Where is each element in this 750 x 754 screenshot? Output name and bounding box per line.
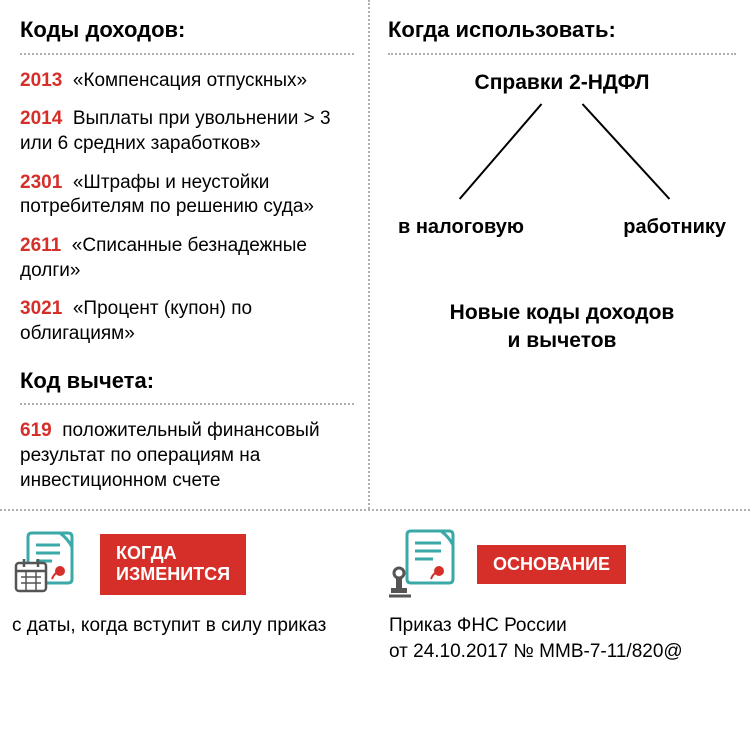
divider bbox=[388, 53, 736, 55]
divider bbox=[20, 53, 354, 55]
basis-line1: Приказ ФНС России bbox=[389, 615, 567, 636]
bottom-region: КОГДА ИЗМЕНИТСЯ с даты, когда вступит в … bbox=[0, 511, 750, 684]
code-item: 2611 «Списанные безнадежные долги» bbox=[20, 234, 354, 283]
code-number: 2013 bbox=[20, 70, 62, 91]
usage-diagram: Справки 2-НДФЛ в налоговую работнику bbox=[388, 69, 736, 269]
code-number: 3021 bbox=[20, 298, 62, 319]
code-number: 2301 bbox=[20, 172, 62, 193]
badge-line1: КОГДА bbox=[116, 543, 177, 563]
code-item: 2014 Выплаты при увольнении > 3 или 6 ср… bbox=[20, 107, 354, 156]
code-number: 619 bbox=[20, 420, 52, 441]
code-description: «Списанные безнадежные долги» bbox=[20, 235, 307, 281]
document-stamp-icon bbox=[389, 529, 467, 599]
red-badge: КОГДА ИЗМЕНИТСЯ bbox=[100, 534, 246, 595]
right-column: Когда использовать: Справки 2-НДФЛ в нал… bbox=[370, 0, 750, 509]
deduction-item: 619 положительный финансовый результат п… bbox=[20, 419, 354, 493]
code-item: 3021 «Процент (купон) по облигациям» bbox=[20, 297, 354, 346]
income-codes-title: Коды доходов: bbox=[20, 16, 354, 45]
block-header: ОСНОВАНИЕ bbox=[389, 529, 738, 599]
diagram-branches-icon bbox=[388, 99, 736, 209]
caption-line1: Новые коды доходов bbox=[450, 301, 675, 324]
code-description: «Компенсация отпускных» bbox=[73, 70, 307, 91]
when-changes-text: с даты, когда вступит в силу приказ bbox=[12, 613, 361, 639]
page-root: Коды доходов: 2013 «Компенсация отпускны… bbox=[0, 0, 750, 685]
badge-line2: ИЗМЕНИТСЯ bbox=[116, 564, 230, 584]
top-region: Коды доходов: 2013 «Компенсация отпускны… bbox=[0, 0, 750, 511]
left-column: Коды доходов: 2013 «Компенсация отпускны… bbox=[0, 0, 370, 509]
diagram-caption: Новые коды доходов и вычетов bbox=[388, 299, 736, 356]
divider bbox=[20, 403, 354, 405]
code-number: 2611 bbox=[20, 235, 61, 256]
code-number: 2014 bbox=[20, 108, 62, 129]
caption-line2: и вычетов bbox=[508, 329, 617, 352]
badge-label: ОСНОВАНИЕ bbox=[493, 554, 610, 574]
diagram-branch-left: в налоговую bbox=[398, 214, 524, 240]
when-changes-block: КОГДА ИЗМЕНИТСЯ с даты, когда вступит в … bbox=[12, 529, 361, 664]
diagram-branch-right: работнику bbox=[623, 214, 726, 240]
deduction-code-title: Код вычета: bbox=[20, 367, 354, 396]
code-description: положительный финансовый результат по оп… bbox=[20, 420, 320, 490]
basis-line2: от 24.10.2017 № ММВ-7-11/820@ bbox=[389, 641, 683, 662]
basis-text: Приказ ФНС России от 24.10.2017 № ММВ-7-… bbox=[389, 613, 738, 664]
code-item: 2013 «Компенсация отпускных» bbox=[20, 69, 354, 94]
document-calendar-icon bbox=[12, 529, 90, 599]
code-description: «Штрафы и неустойки потребителям по реше… bbox=[20, 172, 314, 218]
code-item: 2301 «Штрафы и неустойки потребителям по… bbox=[20, 171, 354, 220]
diagram-root-label: Справки 2-НДФЛ bbox=[388, 69, 736, 96]
code-description: Выплаты при увольнении > 3 или 6 средних… bbox=[20, 108, 331, 154]
basis-block: ОСНОВАНИЕ Приказ ФНС России от 24.10.201… bbox=[389, 529, 738, 664]
block-header: КОГДА ИЗМЕНИТСЯ bbox=[12, 529, 361, 599]
red-badge: ОСНОВАНИЕ bbox=[477, 545, 626, 585]
when-to-use-title: Когда использовать: bbox=[388, 16, 736, 45]
